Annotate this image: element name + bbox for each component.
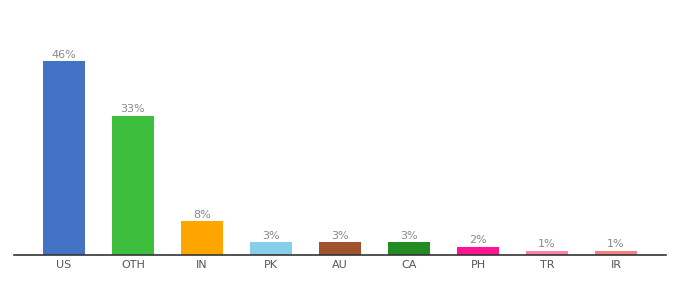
- Text: 3%: 3%: [331, 231, 349, 241]
- Bar: [388, 242, 430, 255]
- Bar: [112, 116, 154, 255]
- Text: 2%: 2%: [469, 235, 487, 245]
- Text: 1%: 1%: [538, 239, 556, 249]
- Bar: [458, 247, 498, 255]
- Bar: [320, 242, 360, 255]
- Text: 3%: 3%: [401, 231, 418, 241]
- Bar: [526, 251, 568, 255]
- Bar: [595, 251, 636, 255]
- Text: 8%: 8%: [193, 210, 211, 220]
- Text: 33%: 33%: [120, 104, 146, 114]
- Text: 3%: 3%: [262, 231, 279, 241]
- Bar: [44, 61, 85, 255]
- Bar: [250, 242, 292, 255]
- Text: 46%: 46%: [52, 50, 76, 60]
- Bar: [182, 221, 222, 255]
- Text: 1%: 1%: [607, 239, 625, 249]
